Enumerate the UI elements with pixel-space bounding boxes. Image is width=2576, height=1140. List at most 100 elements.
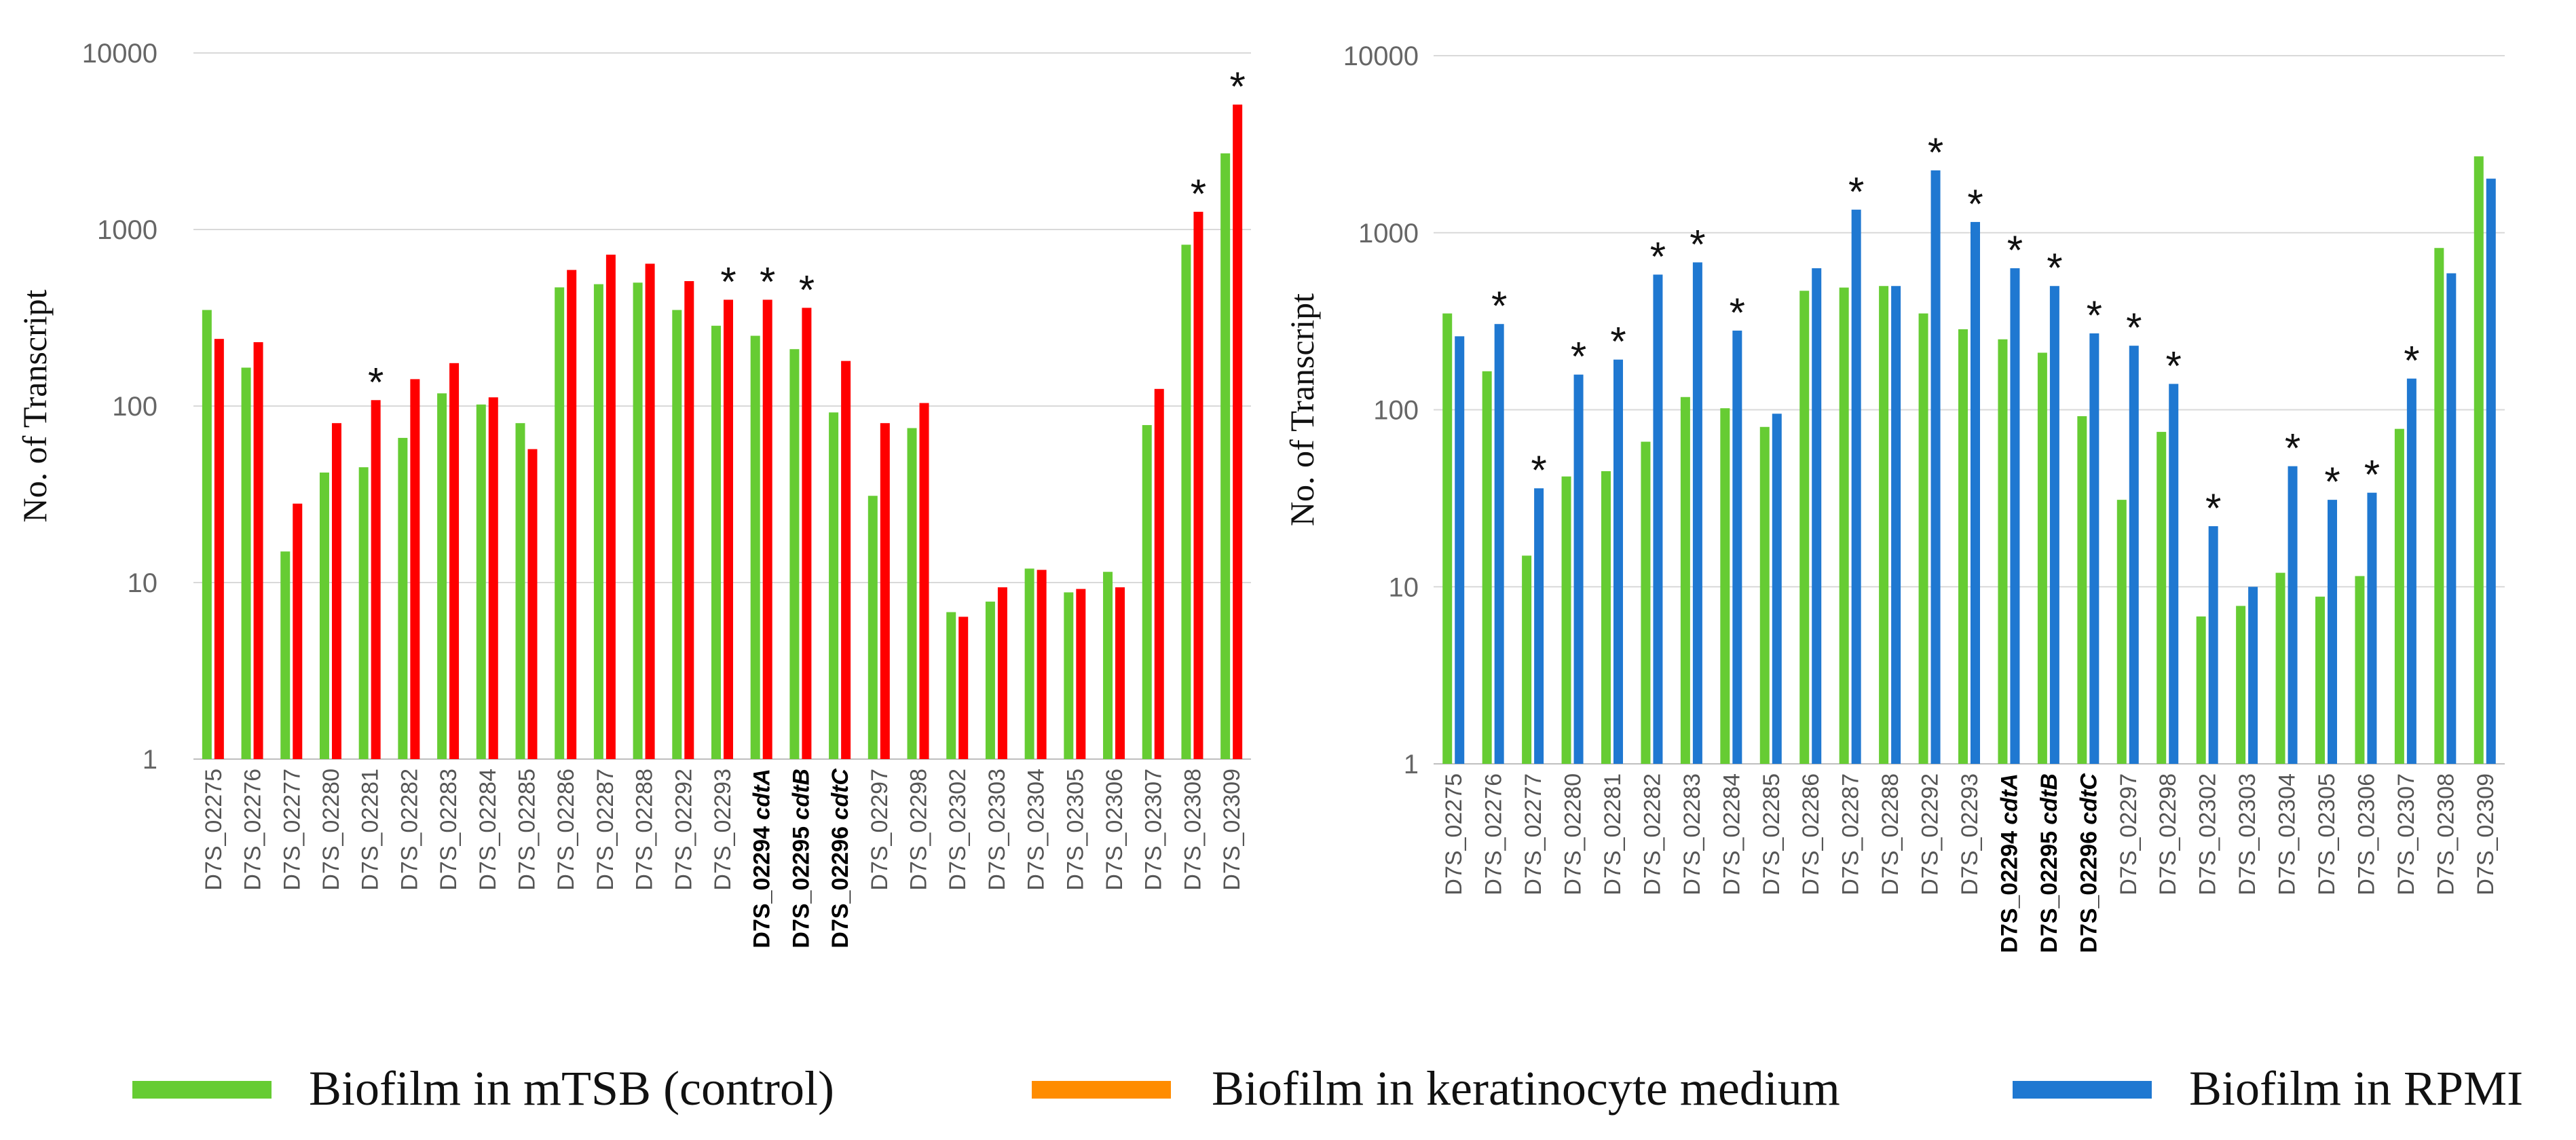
bar-biofilm-in-rpmi-D7S-02282 xyxy=(1653,274,1663,764)
bar-biofilm-in-rpmi-D7S-02302 xyxy=(2208,526,2218,764)
significance-marker: * xyxy=(2324,459,2340,504)
bar-biofilm-in-rpmi-D7S-02308 xyxy=(2446,273,2457,764)
significance-marker: * xyxy=(2087,293,2102,338)
y-axis-label: No. of Transcript xyxy=(1283,293,1321,526)
bar-biofilm-in-rpmi-D7S-02307 xyxy=(2406,378,2416,764)
bar-biofilm-in-mtsb-control--D7S-02304 xyxy=(2275,572,2285,764)
bar-biofilm-in-rpmi-D7S-02304 xyxy=(2288,466,2298,764)
significance-marker: * xyxy=(1571,334,1586,380)
bar-biofilm-in-keratinocyte-medium-D7S-02287 xyxy=(605,255,616,760)
bar-biofilm-in-mtsb-control--D7S-02303 xyxy=(2236,606,2246,764)
significance-marker: * xyxy=(368,359,384,405)
significance-marker: * xyxy=(1928,130,1943,175)
bar-biofilm-in-mtsb-control--D7S-02286 xyxy=(555,287,565,760)
x-tick-label: D7S_02277 xyxy=(279,769,305,891)
significance-marker: * xyxy=(720,259,736,304)
bar-biofilm-in-mtsb-control--D7S-02275 xyxy=(202,310,212,759)
bar-biofilm-in-rpmi-D7S-02284 xyxy=(1732,330,1742,764)
significance-marker: * xyxy=(1491,283,1507,329)
significance-marker: * xyxy=(2404,338,2419,384)
bar-biofilm-in-keratinocyte-medium-D7S-02281 xyxy=(371,400,381,759)
x-tick-label: D7S_02304 xyxy=(1024,769,1049,891)
x-tick-label: D7S_02283 xyxy=(436,769,462,891)
significance-marker: * xyxy=(1967,181,1983,227)
bar-biofilm-in-keratinocyte-medium-D7S-02277 xyxy=(293,503,303,759)
bar-biofilm-in-keratinocyte-medium-D7S-02276 xyxy=(253,342,263,759)
x-tick-label: D7S_02298 xyxy=(2155,773,2181,896)
legend-label: Biofilm in RPMI xyxy=(2189,1061,2523,1116)
significance-marker: * xyxy=(2364,452,2380,498)
bar-biofilm-in-keratinocyte-medium-D7S-02280 xyxy=(331,423,341,759)
legend-swatch xyxy=(2013,1081,2152,1099)
significance-marker: * xyxy=(2285,426,2300,471)
bar-biofilm-in-mtsb-control--D7S-02277 xyxy=(280,551,291,759)
y-tick-label: 10 xyxy=(1389,572,1419,602)
bar-biofilm-in-mtsb-control--D7S-02277 xyxy=(1522,555,1532,764)
y-tick-label: 1000 xyxy=(97,215,157,245)
bar-biofilm-in-mtsb-control--D7S-02282 xyxy=(1641,441,1651,764)
bar-biofilm-in-keratinocyte-medium-D7S-02294-cdtA xyxy=(762,299,772,759)
bar-biofilm-in-rpmi-D7S-02276 xyxy=(1494,324,1504,764)
bar-biofilm-in-mtsb-control--D7S-02285 xyxy=(1759,426,1770,764)
bar-biofilm-in-keratinocyte-medium-D7S-02309 xyxy=(1233,105,1243,760)
x-tick-label: D7S_02280 xyxy=(318,769,344,891)
x-tick-label: D7S_02305 xyxy=(1062,769,1088,891)
significance-marker: * xyxy=(1730,290,1745,335)
legend-label: Biofilm in mTSB (control) xyxy=(309,1061,834,1116)
significance-marker: * xyxy=(1191,171,1206,217)
bar-biofilm-in-mtsb-control--D7S-02302 xyxy=(2196,616,2206,764)
bar-biofilm-in-rpmi-D7S-02303 xyxy=(2248,587,2258,764)
bar-biofilm-in-mtsb-control--D7S-02302 xyxy=(946,612,956,759)
bar-biofilm-in-mtsb-control--D7S-02308 xyxy=(1181,244,1191,759)
bar-biofilm-in-mtsb-control--D7S-02293 xyxy=(711,325,721,759)
x-tick-label: D7S_02304 xyxy=(2275,773,2300,896)
bar-biofilm-in-keratinocyte-medium-D7S-02303 xyxy=(997,587,1007,759)
x-tick-label: D7S_02293 xyxy=(710,769,736,891)
significance-marker: * xyxy=(1531,447,1546,493)
bar-biofilm-in-mtsb-control--D7S-02276 xyxy=(1482,371,1492,764)
legend-swatch xyxy=(132,1081,272,1099)
y-tick-label: 10 xyxy=(128,568,158,598)
bar-biofilm-in-mtsb-control--D7S-02297 xyxy=(867,496,878,759)
bar-biofilm-in-mtsb-control--D7S-02309 xyxy=(1220,153,1231,759)
bar-biofilm-in-mtsb-control--D7S-02286 xyxy=(1799,291,1810,764)
bar-biofilm-in-keratinocyte-medium-D7S-02283 xyxy=(449,363,460,759)
bar-biofilm-in-mtsb-control--D7S-02280 xyxy=(1561,476,1571,764)
y-tick-label: 1 xyxy=(143,745,157,775)
bar-biofilm-in-mtsb-control--D7S-02284 xyxy=(1720,408,1730,764)
x-tick-label: D7S_02295 cdtB xyxy=(788,769,814,949)
bar-biofilm-in-rpmi-D7S-02287 xyxy=(1851,209,1861,764)
bar-biofilm-in-keratinocyte-medium-D7S-02297 xyxy=(880,423,890,759)
x-tick-label: D7S_02309 xyxy=(2473,773,2499,896)
bar-biofilm-in-mtsb-control--D7S-02305 xyxy=(2315,596,2325,764)
bar-biofilm-in-keratinocyte-medium-D7S-02305 xyxy=(1076,589,1086,759)
x-tick-label: D7S_02293 xyxy=(1957,773,1983,896)
bar-biofilm-in-mtsb-control--D7S-02294-cdtA xyxy=(1998,339,2008,764)
bar-biofilm-in-mtsb-control--D7S-02280 xyxy=(319,472,329,759)
x-tick-label: D7S_02282 xyxy=(1639,773,1665,896)
bar-biofilm-in-rpmi-D7S-02277 xyxy=(1534,488,1544,764)
bar-biofilm-in-keratinocyte-medium-D7S-02298 xyxy=(919,403,929,759)
x-tick-label: D7S_02302 xyxy=(2195,773,2221,896)
y-tick-label: 10000 xyxy=(1343,41,1419,71)
x-tick-label: D7S_02306 xyxy=(1102,769,1127,891)
x-tick-label: D7S_02292 xyxy=(1918,773,1943,896)
bar-biofilm-in-rpmi-D7S-02297 xyxy=(2129,346,2139,765)
bar-biofilm-in-keratinocyte-medium-D7S-02306 xyxy=(1115,587,1125,759)
bar-biofilm-in-keratinocyte-medium-D7S-02275 xyxy=(214,339,224,759)
bar-biofilm-in-mtsb-control--D7S-02281 xyxy=(1601,471,1611,764)
significance-marker: * xyxy=(1610,319,1626,365)
x-tick-label: D7S_02275 xyxy=(201,769,227,891)
x-tick-label: D7S_02284 xyxy=(475,769,501,891)
x-tick-label: D7S_02286 xyxy=(553,769,579,891)
significance-marker: * xyxy=(1848,169,1864,215)
bar-biofilm-in-mtsb-control--D7S-02281 xyxy=(358,467,369,759)
x-tick-label: D7S_02287 xyxy=(593,769,618,891)
bar-biofilm-in-keratinocyte-medium-D7S-02293 xyxy=(724,299,733,759)
bar-biofilm-in-mtsb-control--D7S-02296-cdtC xyxy=(829,412,839,759)
bar-biofilm-in-mtsb-control--D7S-02309 xyxy=(2474,156,2484,764)
y-axis-label: No. of Transcript xyxy=(16,289,54,522)
bar-biofilm-in-keratinocyte-medium-D7S-02288 xyxy=(645,263,655,760)
x-tick-label: D7S_02283 xyxy=(1679,773,1705,896)
